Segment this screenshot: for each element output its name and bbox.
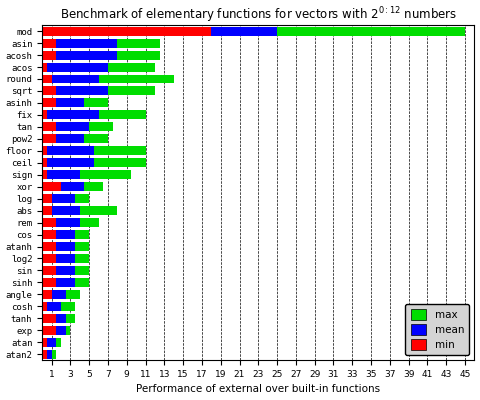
Bar [42, 39, 56, 48]
Bar [47, 170, 80, 179]
Bar [84, 98, 108, 108]
Bar [42, 242, 56, 251]
Bar [42, 290, 51, 299]
Bar [42, 27, 211, 36]
Bar [98, 74, 174, 84]
Bar [47, 350, 51, 359]
X-axis label: Performance of external over built-in functions: Performance of external over built-in fu… [136, 384, 380, 394]
Bar [98, 110, 145, 119]
Bar [42, 134, 56, 143]
Bar [80, 206, 117, 215]
Bar [42, 314, 56, 323]
Bar [56, 50, 117, 60]
Bar [42, 278, 56, 287]
Bar [42, 350, 47, 359]
Bar [42, 302, 47, 311]
Bar [56, 266, 75, 275]
Bar [84, 182, 103, 191]
Bar [42, 326, 56, 335]
Bar [56, 39, 117, 48]
Bar [75, 242, 89, 251]
Bar [42, 230, 56, 239]
Bar [61, 182, 84, 191]
Bar [42, 206, 51, 215]
Bar [80, 218, 98, 227]
Title: Benchmark of elementary functions for vectors with $2^{0:12}$ numbers: Benchmark of elementary functions for ve… [60, 6, 457, 25]
Bar [47, 62, 108, 72]
Bar [51, 350, 56, 359]
Bar [56, 230, 75, 239]
Bar [56, 242, 75, 251]
Bar [51, 194, 75, 203]
Bar [61, 302, 75, 311]
Bar [42, 146, 47, 155]
Bar [51, 206, 80, 215]
Bar [108, 62, 155, 72]
Bar [89, 122, 113, 131]
Bar [75, 266, 89, 275]
Bar [42, 218, 56, 227]
Bar [75, 230, 89, 239]
Bar [117, 50, 160, 60]
Bar [42, 266, 56, 275]
Bar [56, 254, 75, 263]
Bar [84, 134, 108, 143]
Bar [42, 110, 47, 119]
Bar [117, 39, 160, 48]
Bar [75, 254, 89, 263]
Bar [47, 338, 56, 347]
Bar [56, 218, 80, 227]
Bar [56, 278, 75, 287]
Bar [66, 290, 80, 299]
Bar [42, 170, 47, 179]
Bar [56, 86, 108, 96]
Bar [47, 146, 94, 155]
Bar [56, 326, 66, 335]
Bar [56, 98, 84, 108]
Bar [94, 158, 145, 167]
Bar [42, 50, 56, 60]
Bar [108, 86, 155, 96]
Bar [42, 98, 56, 108]
Bar [42, 338, 47, 347]
Bar [75, 194, 89, 203]
Bar [56, 134, 84, 143]
Bar [42, 254, 56, 263]
Bar [51, 74, 98, 84]
Bar [42, 122, 56, 131]
Bar [42, 62, 47, 72]
Bar [211, 27, 277, 36]
Bar [42, 86, 56, 96]
Bar [66, 326, 71, 335]
Bar [94, 146, 145, 155]
Bar [47, 302, 61, 311]
Bar [47, 110, 98, 119]
Bar [42, 182, 61, 191]
Bar [42, 74, 51, 84]
Bar [66, 314, 75, 323]
Bar [75, 278, 89, 287]
Bar [277, 27, 465, 36]
Bar [47, 158, 94, 167]
Bar [42, 158, 47, 167]
Legend: max, mean, min: max, mean, min [406, 304, 469, 355]
Bar [56, 338, 61, 347]
Bar [42, 194, 51, 203]
Bar [56, 122, 89, 131]
Bar [56, 314, 66, 323]
Bar [51, 290, 66, 299]
Bar [80, 170, 132, 179]
